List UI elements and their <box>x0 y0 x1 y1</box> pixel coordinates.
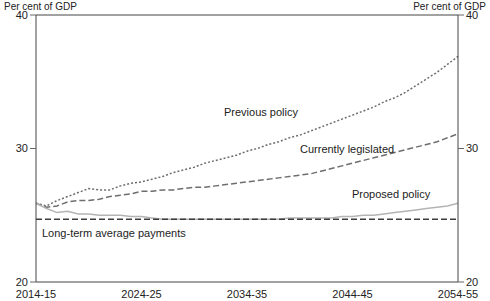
svg-text:2024-25: 2024-25 <box>121 288 161 300</box>
html-text:Long-term average payments: Long-term average payments <box>42 227 186 239</box>
html-text:Proposed policy: Proposed policy <box>352 188 431 200</box>
svg-text:20: 20 <box>466 276 478 288</box>
html-text:Previous policy: Previous policy <box>224 106 298 118</box>
svg-text:30: 30 <box>466 142 478 154</box>
svg-text:2044-45: 2044-45 <box>332 288 372 300</box>
html-text:Per cent of GDP: Per cent of GDP <box>413 1 486 12</box>
html-text:Currently legislated: Currently legislated <box>300 143 395 155</box>
svg-text:2014-15: 2014-15 <box>16 288 56 300</box>
svg-text:40: 40 <box>466 9 478 21</box>
svg-text:40: 40 <box>16 9 28 21</box>
svg-text:2054-55: 2054-55 <box>438 288 478 300</box>
svg-text:2034-35: 2034-35 <box>227 288 267 300</box>
html-text:Per cent of GDP: Per cent of GDP <box>4 1 77 12</box>
svg-text:20: 20 <box>16 276 28 288</box>
svg-text:30: 30 <box>16 142 28 154</box>
